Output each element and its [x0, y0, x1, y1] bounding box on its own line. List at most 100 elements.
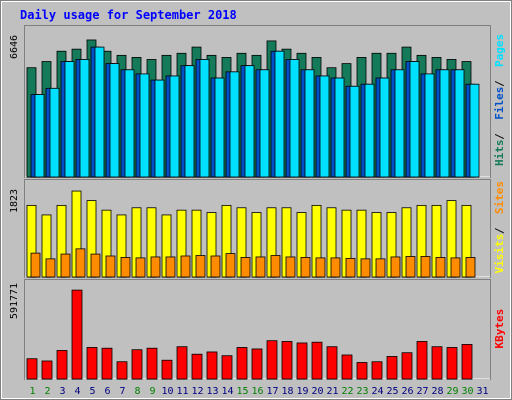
bar-pages-16 [259, 69, 270, 178]
x-tick-5: 5 [89, 386, 95, 397]
panel-bottom [24, 279, 491, 380]
bar-kbytes-17 [266, 340, 278, 380]
chart-title: Daily usage for September 2018 [20, 8, 237, 22]
bar-pages-9 [154, 79, 165, 178]
bar-pages-25 [394, 69, 405, 178]
bar-kbytes-13 [206, 351, 218, 380]
bar-kbytes-6 [101, 347, 113, 380]
bar-sites-10 [165, 256, 176, 278]
bar-sites-26 [405, 256, 416, 278]
bar-kbytes-29 [446, 347, 458, 380]
bar-pages-13 [214, 77, 225, 178]
x-tick-24: 24 [371, 386, 383, 397]
bar-sites-28 [435, 257, 446, 278]
bar-kbytes-23 [356, 362, 368, 380]
bar-sites-2 [45, 258, 56, 278]
bar-sites-25 [390, 256, 401, 278]
bar-pages-6 [109, 63, 120, 178]
bar-kbytes-19 [296, 342, 308, 380]
bar-sites-5 [90, 253, 101, 278]
legend-bottom: KBytes [493, 309, 506, 349]
bar-pages-3 [64, 61, 75, 178]
bar-kbytes-28 [431, 346, 443, 380]
bar-sites-19 [300, 257, 311, 278]
bar-pages-20 [319, 75, 330, 178]
bar-kbytes-21 [326, 346, 338, 380]
x-tick-17: 17 [266, 386, 278, 397]
x-tick-22: 22 [341, 386, 353, 397]
x-tick-23: 23 [356, 386, 368, 397]
bar-kbytes-8 [131, 349, 143, 380]
x-tick-31: 31 [476, 386, 488, 397]
x-tick-1: 1 [29, 386, 35, 397]
bar-pages-24 [379, 77, 390, 178]
bar-sites-14 [225, 253, 236, 278]
bar-sites-8 [135, 257, 146, 278]
bar-pages-15 [244, 65, 255, 178]
x-tick-3: 3 [59, 386, 65, 397]
series-visits [26, 190, 472, 278]
bar-kbytes-4 [71, 289, 83, 380]
bar-pages-2 [49, 87, 60, 178]
x-tick-27: 27 [416, 386, 428, 397]
x-tick-26: 26 [401, 386, 413, 397]
bar-sites-18 [285, 256, 296, 278]
bar-kbytes-26 [401, 352, 413, 380]
legend-files: Files [493, 87, 506, 120]
bar-pages-4 [79, 59, 90, 178]
bar-sites-27 [420, 256, 431, 278]
bar-sites-20 [315, 257, 326, 278]
bar-sites-30 [465, 257, 476, 278]
bar-pages-12 [199, 59, 210, 178]
x-tick-10: 10 [161, 386, 173, 397]
bar-pages-1 [34, 94, 45, 178]
x-tick-29: 29 [446, 386, 458, 397]
x-tick-25: 25 [386, 386, 398, 397]
bar-sites-11 [180, 255, 191, 278]
bar-kbytes-22 [341, 354, 353, 380]
x-tick-8: 8 [134, 386, 140, 397]
x-tick-15: 15 [236, 386, 248, 397]
bar-kbytes-20 [311, 341, 323, 380]
bar-kbytes-7 [116, 361, 128, 380]
x-tick-14: 14 [221, 386, 233, 397]
bar-sites-15 [240, 257, 251, 278]
legend-separator: / [493, 133, 506, 140]
bar-kbytes-15 [236, 347, 248, 380]
bar-kbytes-18 [281, 341, 293, 380]
bar-kbytes-2 [41, 360, 53, 380]
bar-kbytes-16 [251, 348, 263, 380]
bar-sites-17 [270, 255, 281, 278]
x-tick-labels: 1 2 3 4 5 6 7 8 9 10 11 12 13 14 15 16 17 18 19 20 21 22 23 24 2… [29, 386, 488, 397]
bar-pages-23 [364, 83, 375, 178]
bar-pages-21 [334, 77, 345, 178]
bar-kbytes-10 [161, 359, 173, 380]
bar-pages-28 [439, 69, 450, 178]
bar-pages-22 [349, 85, 360, 178]
legend-group: Hits / Files / Pages Visits / Sites KBytes [493, 34, 506, 349]
bar-kbytes-24 [371, 361, 383, 380]
y-max-label-bottom: 591771 [9, 283, 20, 319]
y-max-label-middle: 1823 [9, 189, 20, 213]
x-tick-20: 20 [311, 386, 323, 397]
bar-sites-21 [330, 257, 341, 278]
bar-pages-8 [139, 73, 150, 178]
bar-sites-16 [255, 256, 266, 278]
bar-kbytes-30 [461, 344, 473, 380]
legend-hits: Hits [493, 140, 506, 167]
x-tick-19: 19 [296, 386, 308, 397]
bar-sites-9 [150, 256, 161, 278]
bar-sites-6 [105, 255, 116, 278]
bar-sites-3 [60, 253, 71, 278]
legend-sites: Sites [493, 181, 506, 214]
legend-middle: Visits / Sites [493, 181, 506, 274]
panels-group [24, 25, 491, 380]
x-tick-7: 7 [119, 386, 125, 397]
x-tick-16: 16 [251, 386, 263, 397]
bar-kbytes-14 [221, 355, 233, 380]
bar-sites-13 [210, 255, 221, 278]
series-sites [30, 248, 476, 278]
bar-pages-10 [169, 75, 180, 178]
legend-separator: / [493, 80, 506, 87]
